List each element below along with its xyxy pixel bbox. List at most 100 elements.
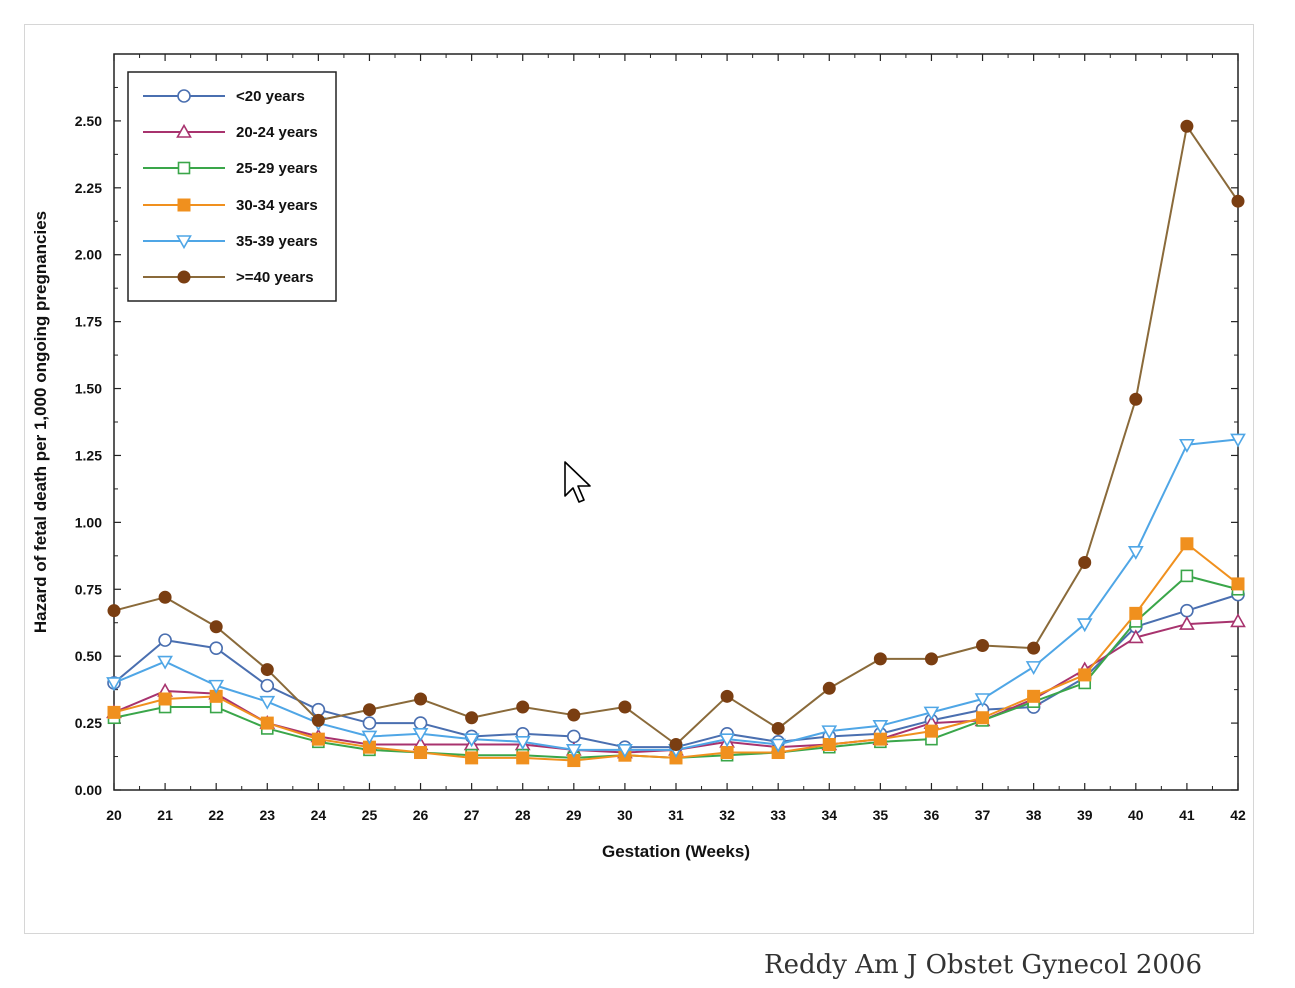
x-tick-label: 36: [924, 807, 940, 823]
x-tick-label: 32: [719, 807, 735, 823]
data-point: [1127, 629, 1144, 644]
data-point: [872, 719, 889, 734]
x-tick-label: 26: [413, 807, 429, 823]
data-point: [1129, 606, 1143, 620]
data-point: [158, 692, 172, 706]
y-tick-label: 1.00: [75, 514, 102, 530]
x-tick-label: 35: [873, 807, 889, 823]
y-tick-label: 2.50: [75, 113, 102, 129]
x-tick-label: 30: [617, 807, 633, 823]
legend-box: [127, 71, 337, 302]
data-point: [974, 693, 991, 708]
data-point: [158, 590, 172, 604]
x-tick-label: 31: [668, 807, 684, 823]
data-point: [1179, 438, 1195, 453]
citation: Reddy Am J Obstet Gynecol 2006: [764, 950, 1202, 980]
x-tick-label: 37: [975, 807, 991, 823]
y-tick-label: 0.25: [75, 715, 102, 731]
data-point: [720, 746, 734, 760]
y-tick-label: 0.00: [75, 782, 102, 798]
x-tick-label: 40: [1128, 807, 1144, 823]
legend-marker: [176, 235, 192, 250]
data-point: [1230, 433, 1246, 448]
data-point: [1025, 661, 1042, 676]
y-tick-label: 0.50: [75, 648, 102, 664]
data-point: [1180, 569, 1194, 583]
x-axis-title: Gestation (Weeks): [602, 842, 750, 861]
data-point: [516, 700, 530, 714]
legend: <20 years 20-24 years 25-29 years 30-34 yea…: [127, 71, 337, 302]
data-point: [567, 729, 581, 744]
data-point: [1027, 689, 1041, 703]
data-point: [873, 652, 887, 666]
data-point: [821, 725, 838, 740]
data-point: [259, 695, 276, 710]
data-point: [1179, 615, 1195, 630]
x-tick-label: 20: [106, 807, 122, 823]
data-point: [617, 744, 633, 758]
data-point: [1180, 537, 1194, 551]
y-tick-label: 2.00: [75, 247, 102, 263]
series-layer: [106, 119, 1246, 768]
y-tick-label: 1.75: [75, 314, 102, 330]
data-point: [822, 681, 836, 695]
data-point: [209, 641, 223, 655]
data-point: [1027, 641, 1041, 655]
y-tick-label: 2.25: [75, 180, 102, 196]
data-point: [1127, 546, 1144, 560]
data-point: [719, 733, 735, 748]
data-point: [208, 679, 225, 694]
x-tick-label: 21: [157, 807, 173, 823]
data-point: [158, 633, 172, 647]
data-point: [1078, 556, 1092, 570]
y-tick-label: 0.75: [75, 581, 102, 597]
data-point: [516, 751, 530, 765]
data-point: [1180, 119, 1194, 133]
legend-label: >=40 years: [236, 269, 314, 286]
data-point: [311, 702, 326, 717]
y-tick-label: 1.25: [75, 447, 102, 463]
x-tick-label: 23: [259, 807, 275, 823]
data-point: [412, 727, 429, 742]
x-tick-label: 24: [311, 807, 327, 823]
legend-marker: [177, 198, 191, 212]
data-point: [414, 692, 428, 706]
data-point: [362, 703, 376, 717]
data-point: [465, 711, 479, 725]
data-point: [669, 738, 683, 752]
x-tick-label: 28: [515, 807, 531, 823]
data-point: [260, 663, 274, 677]
data-point: [567, 708, 581, 722]
data-point: [362, 716, 377, 730]
data-point: [209, 700, 223, 714]
data-point: [923, 706, 940, 721]
legend-marker: [177, 161, 191, 175]
x-tick-label: 33: [770, 807, 786, 823]
data-point: [1230, 613, 1246, 628]
data-point: [107, 705, 121, 719]
data-point: [565, 744, 582, 758]
data-point: [514, 736, 531, 750]
data-point: [465, 751, 479, 765]
x-tick-label: 41: [1179, 807, 1195, 823]
data-point: [1129, 392, 1143, 406]
data-point: [1076, 618, 1093, 633]
x-tick-label: 38: [1026, 807, 1042, 823]
data-point: [1180, 603, 1194, 618]
x-tick-label: 39: [1077, 807, 1093, 823]
data-point: [209, 620, 223, 634]
data-point: [463, 733, 480, 748]
legend-marker: [177, 270, 191, 284]
x-tick-label: 29: [566, 807, 582, 823]
legend-label: 20-24 years: [236, 124, 318, 141]
data-point: [1231, 577, 1245, 591]
data-point: [873, 732, 887, 746]
legend-marker: [176, 123, 192, 138]
data-point: [107, 604, 121, 618]
data-point: [976, 638, 990, 652]
legend-item: 20-24 years: [143, 123, 318, 141]
legend-item: >=40 years: [143, 269, 314, 286]
y-axis-title: Hazard of fetal death per 1,000 ongoing …: [31, 211, 50, 633]
data-point: [720, 689, 734, 703]
